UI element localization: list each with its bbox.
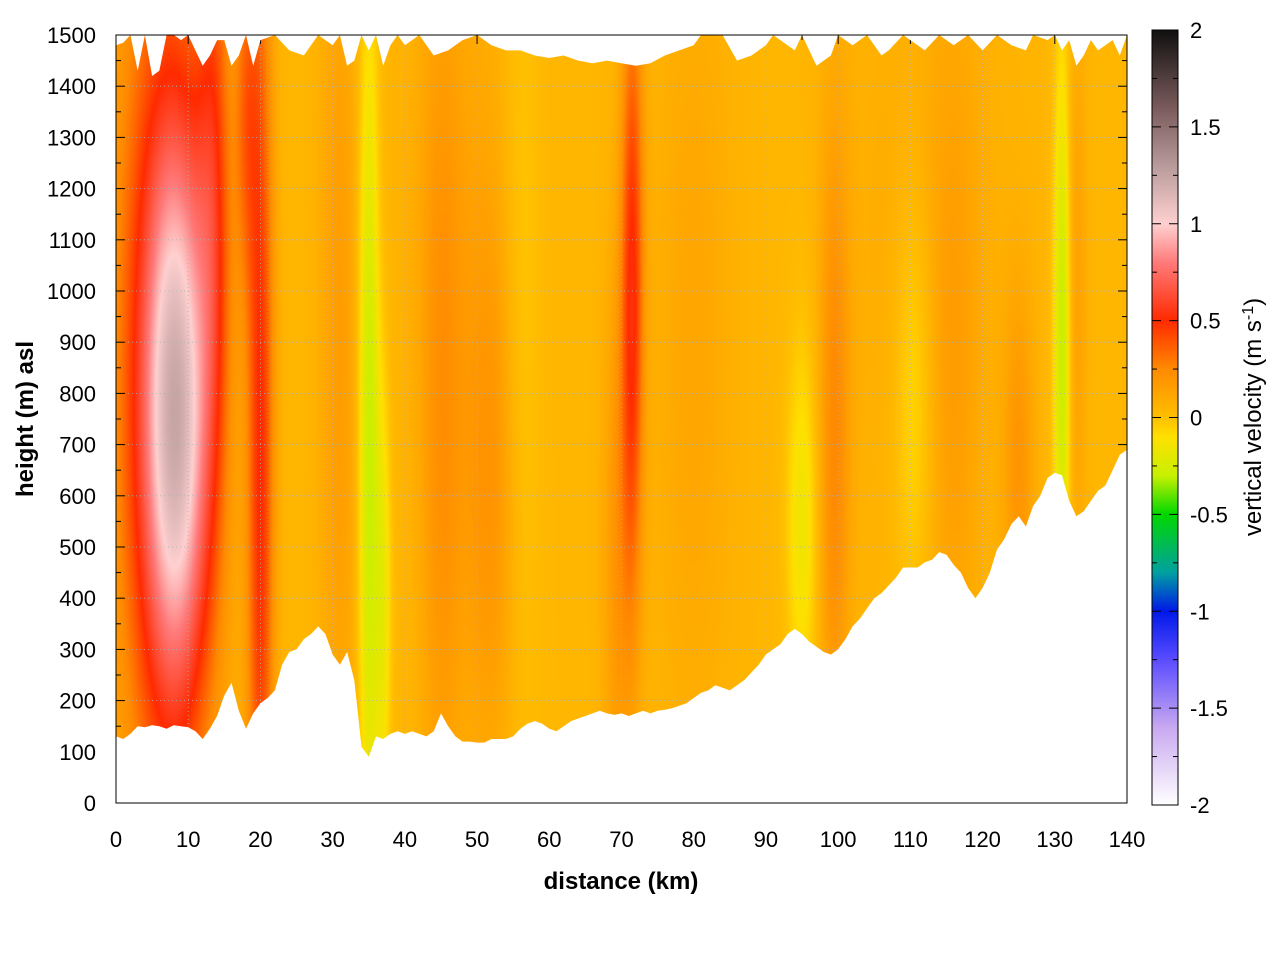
- grid-lines: [116, 35, 1127, 803]
- y-tick-label: 0: [84, 791, 96, 816]
- y-tick-label: 500: [59, 535, 96, 560]
- x-tick-label: 40: [393, 827, 417, 852]
- x-tick-label: 140: [1109, 827, 1146, 852]
- x-tick-label: 50: [465, 827, 489, 852]
- x-tick-label: 0: [110, 827, 122, 852]
- y-tick-label: 1000: [47, 279, 96, 304]
- x-tick-label: 130: [1036, 827, 1073, 852]
- plot-frame-overlay: [115, 34, 1128, 804]
- colorbar-title-close: ): [1240, 298, 1267, 306]
- colorbar-title-main: vertical velocity (m s: [1240, 320, 1267, 536]
- y-tick-label: 1200: [47, 177, 96, 202]
- y-tick-label: 200: [59, 689, 96, 714]
- terrain-masks: [115, 34, 1128, 804]
- y-axis-title: height (m) asl: [12, 341, 39, 497]
- x-tick-label: 70: [609, 827, 633, 852]
- colorbar-tick-label: 2: [1190, 18, 1202, 43]
- x-tick-label: 60: [537, 827, 561, 852]
- y-tick-label: 900: [59, 330, 96, 355]
- colorbar-tick-label: 0: [1190, 406, 1202, 431]
- colorbar-tick-label: 1: [1190, 212, 1202, 237]
- y-tick-label: 1400: [47, 74, 96, 99]
- colorbar: 2 1.5 1 0.5 0 -0.5 -1 -1.5 -2 vertical velocity …: [1151, 18, 1268, 818]
- y-tick-label: 1500: [47, 23, 96, 48]
- colorbar-tick-label: -1.5: [1190, 696, 1228, 721]
- x-tick-label: 10: [176, 827, 200, 852]
- y-tick-label: 600: [59, 484, 96, 509]
- y-tick-label: 300: [59, 637, 96, 662]
- x-tick-label: 80: [681, 827, 705, 852]
- colorbar-tick-label: -0.5: [1190, 502, 1228, 527]
- x-tick-label: 20: [248, 827, 272, 852]
- y-tick-label: 1100: [49, 228, 96, 253]
- x-axis-title: distance (km): [544, 868, 699, 895]
- x-tick-label: 120: [964, 827, 1001, 852]
- top-surface-mask: [116, 35, 1127, 76]
- colorbar-title-superscript: -1: [1240, 306, 1257, 320]
- x-axis-ticks: 0 10 20 30 40 50 60 70 80 90 100 110 120 130 140: [110, 35, 1145, 852]
- colorbar-ticks: 2 1.5 1 0.5 0 -0.5 -1 -1.5 -2: [1152, 18, 1228, 818]
- colorbar-tick-label: -2: [1190, 793, 1210, 818]
- colorbar-tick-label: 1.5: [1190, 115, 1221, 140]
- y-tick-label: 100: [59, 740, 96, 765]
- x-tick-label: 30: [320, 827, 344, 852]
- terrain-mask: [116, 449, 1127, 803]
- y-tick-label: 700: [59, 433, 96, 458]
- x-tick-label: 110: [893, 827, 928, 852]
- x-tick-label: 100: [820, 827, 857, 852]
- colorbar-tick-label: -1: [1190, 599, 1210, 624]
- colorbar-tick-label: 0.5: [1190, 309, 1221, 334]
- x-tick-label: 90: [754, 827, 778, 852]
- y-tick-label: 400: [59, 586, 96, 611]
- colorbar-title: vertical velocity (m s-1): [1240, 298, 1268, 536]
- y-tick-label: 800: [59, 381, 96, 406]
- y-tick-label: 1300: [47, 125, 96, 150]
